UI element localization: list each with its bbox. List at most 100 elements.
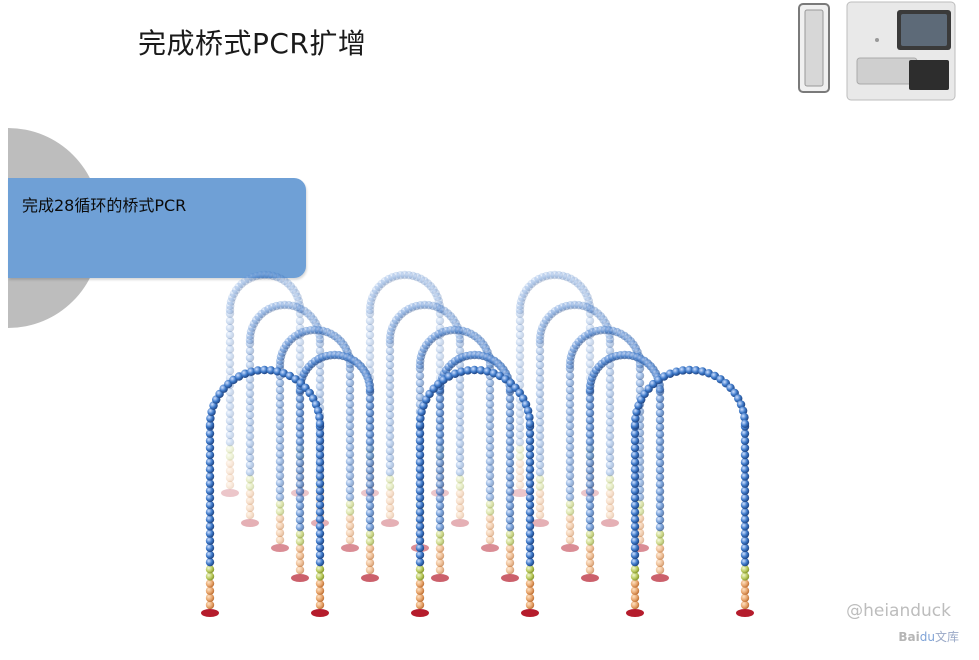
- bead: [225, 437, 235, 447]
- bead: [273, 367, 282, 376]
- bead: [435, 338, 445, 347]
- bead: [630, 486, 640, 495]
- bead: [535, 439, 545, 448]
- anchor: [311, 609, 329, 617]
- bead: [365, 558, 375, 568]
- bead: [295, 537, 305, 546]
- bead: [245, 510, 255, 520]
- anchor: [381, 519, 399, 527]
- bead: [565, 435, 575, 445]
- bead: [345, 485, 355, 495]
- bead: [345, 492, 355, 502]
- bead: [505, 480, 515, 489]
- bead: [505, 494, 515, 503]
- bead: [435, 408, 445, 418]
- bead: [415, 586, 425, 595]
- bead: [415, 465, 425, 474]
- bead: [565, 407, 575, 416]
- bead: [295, 401, 305, 410]
- bead: [565, 414, 575, 423]
- bead: [585, 451, 595, 460]
- bead: [205, 536, 215, 545]
- bead: [525, 479, 535, 488]
- bead: [415, 420, 425, 430]
- bead: [515, 373, 525, 383]
- bead: [605, 417, 615, 427]
- bead: [525, 543, 535, 553]
- bead: [525, 493, 535, 503]
- bead: [585, 408, 595, 418]
- bead: [365, 401, 375, 410]
- bead: [455, 410, 465, 420]
- bridge-pcr-illustration: [201, 270, 754, 617]
- bead: [525, 536, 535, 545]
- bead: [525, 572, 535, 581]
- bead: [435, 508, 445, 518]
- bead: [525, 413, 534, 422]
- bead: [630, 472, 640, 481]
- bead: [485, 528, 495, 538]
- bead: [485, 535, 495, 545]
- bead: [365, 530, 375, 539]
- anchor: [341, 544, 359, 552]
- bead: [315, 572, 325, 581]
- bead: [385, 353, 395, 363]
- bead: [655, 465, 665, 475]
- bead: [315, 486, 325, 495]
- bead: [655, 508, 665, 518]
- callout-box: 完成28循环的桥式PCR: [8, 178, 306, 278]
- bead: [631, 414, 640, 423]
- bead: [345, 428, 355, 438]
- bead: [525, 529, 535, 538]
- bead: [605, 396, 615, 405]
- bead: [415, 429, 425, 438]
- bead: [455, 389, 465, 398]
- bead: [435, 359, 445, 368]
- bead: [525, 472, 535, 481]
- bead: [485, 492, 495, 502]
- bead: [385, 403, 395, 413]
- bead: [455, 396, 465, 405]
- bead: [485, 478, 495, 488]
- bead: [585, 401, 595, 410]
- bead: [315, 500, 325, 510]
- bead: [485, 428, 495, 438]
- bead: [415, 443, 425, 453]
- anchor: [531, 519, 549, 527]
- bead: [275, 435, 285, 445]
- bead: [225, 316, 235, 325]
- bead: [525, 443, 535, 453]
- bead: [535, 467, 545, 477]
- bead: [655, 385, 665, 394]
- bead: [225, 452, 235, 461]
- anchor: [431, 574, 449, 582]
- bead: [505, 401, 515, 410]
- bead: [245, 353, 255, 363]
- bead: [225, 416, 235, 425]
- bead: [485, 464, 495, 473]
- bead: [655, 408, 665, 418]
- bead: [515, 409, 525, 418]
- bead: [416, 414, 425, 423]
- anchor: [511, 489, 529, 497]
- bead: [585, 352, 595, 361]
- bead: [365, 537, 375, 546]
- bead: [295, 508, 305, 518]
- bead: [415, 479, 425, 488]
- bead: [435, 487, 445, 496]
- bead: [315, 507, 325, 517]
- bead: [295, 316, 305, 325]
- bead: [655, 501, 665, 510]
- bead: [225, 330, 235, 340]
- bead: [225, 366, 235, 375]
- bead: [345, 535, 355, 545]
- bead: [435, 401, 445, 410]
- bead: [365, 544, 375, 553]
- bead: [385, 396, 395, 405]
- bead: [535, 403, 545, 413]
- bead: [275, 450, 285, 459]
- bead: [435, 544, 445, 553]
- anchor: [411, 609, 429, 617]
- anchor: [501, 574, 519, 582]
- bead: [630, 443, 640, 453]
